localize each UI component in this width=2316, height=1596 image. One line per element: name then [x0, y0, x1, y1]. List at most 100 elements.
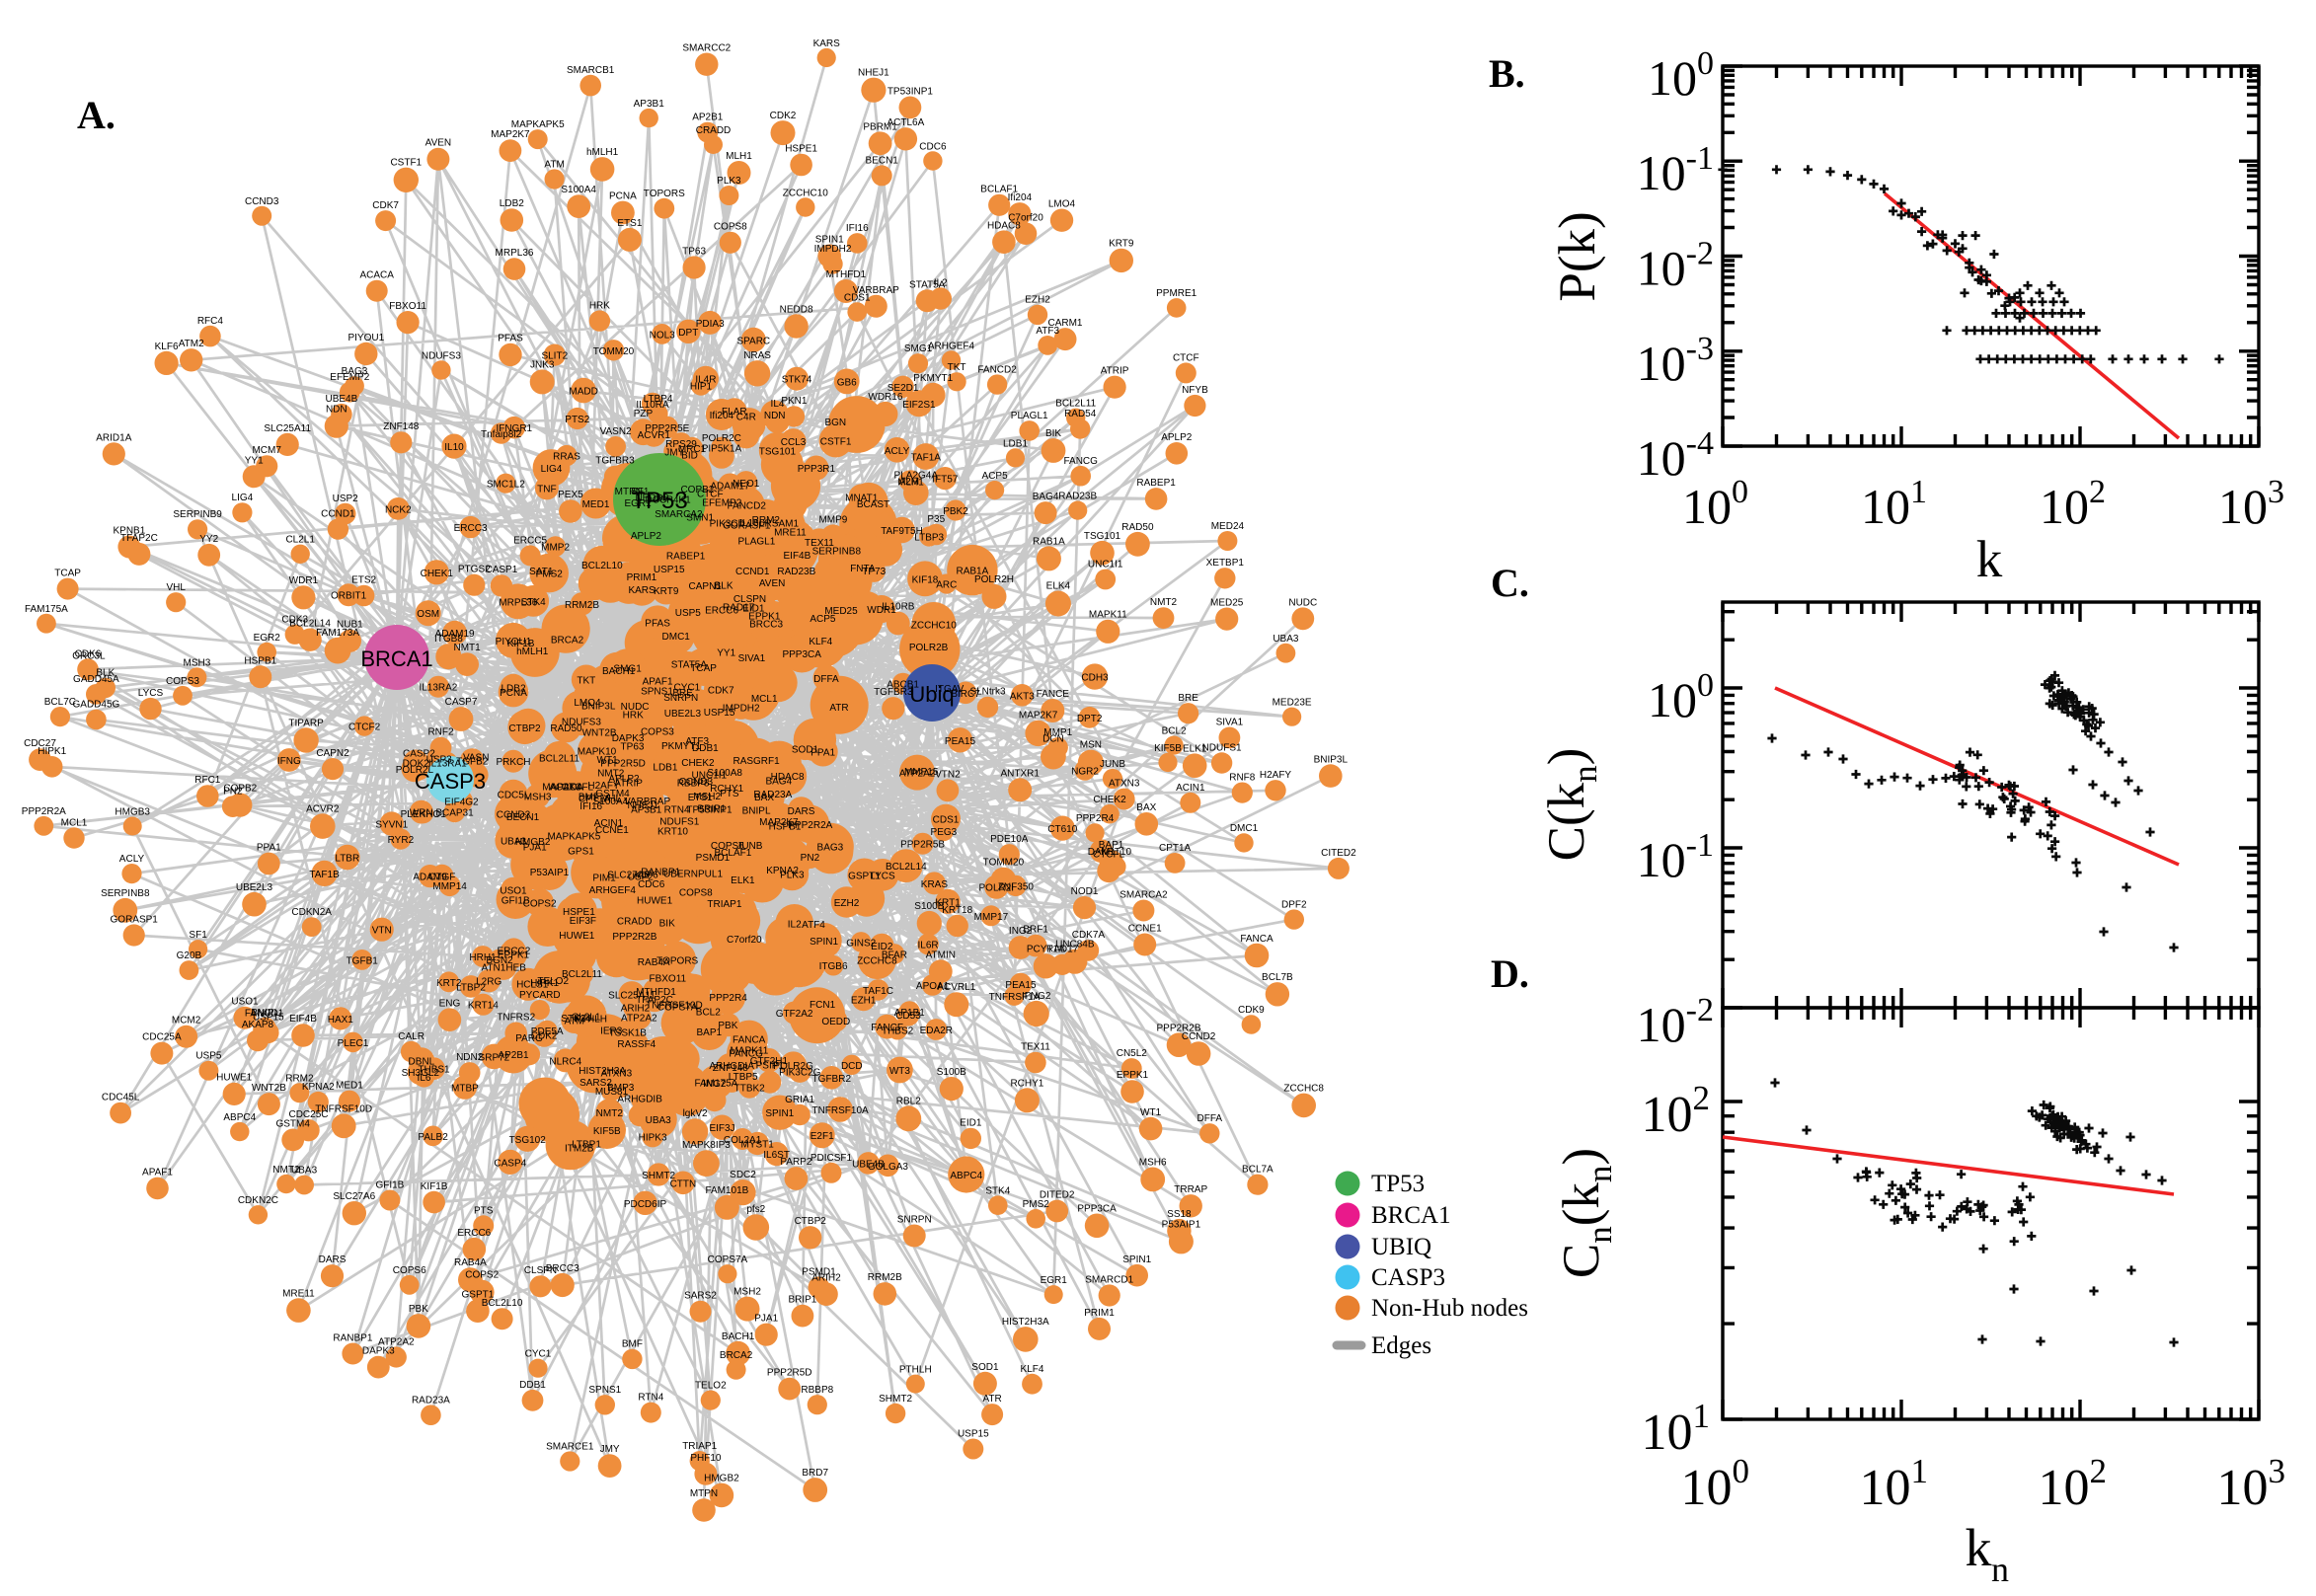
- svg-text:A.: A.: [77, 93, 116, 137]
- svg-text:BRCC3: BRCC3: [546, 1263, 579, 1274]
- svg-text:KLF4: KLF4: [809, 637, 832, 647]
- svg-text:MLH1: MLH1: [897, 477, 924, 488]
- svg-text:EIF3J: EIF3J: [709, 1123, 734, 1134]
- svg-text:MADD: MADD: [569, 387, 597, 398]
- svg-text:KRT10: KRT10: [657, 826, 688, 837]
- svg-text:BCAST: BCAST: [857, 499, 889, 510]
- svg-text:JUNB: JUNB: [736, 841, 762, 852]
- svg-text:RRAS: RRAS: [553, 452, 580, 463]
- svg-text:PKMYT1: PKMYT1: [661, 741, 701, 752]
- svg-text:UBE4B: UBE4B: [852, 1159, 885, 1170]
- svg-text:EFEMP2: EFEMP2: [330, 372, 369, 383]
- svg-text:SERPINB9: SERPINB9: [173, 509, 222, 520]
- svg-text:RRM2B: RRM2B: [565, 600, 599, 611]
- svg-text:RNF8: RNF8: [1229, 773, 1256, 784]
- svg-text:MCM2: MCM2: [172, 1016, 201, 1026]
- svg-text:MNAT1: MNAT1: [845, 494, 879, 504]
- svg-text:SPNS1: SPNS1: [641, 687, 673, 698]
- svg-text:EIF2S1: EIF2S1: [902, 400, 936, 411]
- svg-text:TOMM20: TOMM20: [983, 858, 1025, 869]
- svg-text:KRT2: KRT2: [436, 978, 462, 989]
- svg-text:NEDD8: NEDD8: [780, 304, 813, 315]
- svg-text:BID: BID: [681, 451, 698, 462]
- svg-text:C4R: C4R: [736, 413, 756, 423]
- svg-text:CITED2: CITED2: [1321, 848, 1356, 859]
- svg-text:NDUFS1: NDUFS1: [659, 817, 699, 828]
- svg-text:SERPINB8: SERPINB8: [101, 888, 150, 899]
- svg-text:MSH3: MSH3: [524, 792, 552, 802]
- svg-text:PKMYT1: PKMYT1: [913, 373, 953, 384]
- svg-text:PFAS: PFAS: [498, 334, 523, 344]
- svg-text:BGN: BGN: [824, 418, 846, 428]
- svg-text:PYCARD: PYCARD: [519, 990, 561, 1001]
- svg-text:BCL2L10: BCL2L10: [482, 1298, 523, 1309]
- svg-text:MTBP: MTBP: [451, 1084, 479, 1095]
- svg-text:RAD23B: RAD23B: [1058, 492, 1097, 502]
- svg-text:KIF1B: KIF1B: [507, 639, 535, 649]
- svg-text:SAT1: SAT1: [529, 567, 554, 577]
- svg-text:ABCB1: ABCB1: [887, 680, 919, 691]
- svg-text:CRADD: CRADD: [696, 125, 732, 136]
- svg-text:ZCCHC10: ZCCHC10: [783, 188, 829, 198]
- svg-text:ARC: ARC: [936, 580, 957, 591]
- svg-text:Edges: Edges: [1371, 1332, 1431, 1359]
- svg-text:PRIM1: PRIM1: [1084, 1308, 1115, 1319]
- svg-text:ACACA: ACACA: [359, 270, 394, 281]
- svg-text:COPS2: COPS2: [465, 1270, 499, 1281]
- svg-text:MED23E: MED23E: [1273, 698, 1312, 709]
- svg-text:PRKCH: PRKCH: [496, 757, 530, 768]
- svg-text:Tnfaip8l2: Tnfaip8l2: [481, 429, 522, 440]
- svg-text:SPIN1: SPIN1: [815, 235, 844, 246]
- svg-text:CCL3: CCL3: [781, 437, 807, 448]
- svg-text:DPT: DPT: [678, 328, 698, 339]
- svg-text:PPP2R5B: PPP2R5B: [900, 840, 945, 851]
- svg-text:DPF2: DPF2: [1281, 899, 1307, 910]
- svg-text:ERCC3: ERCC3: [454, 523, 488, 534]
- svg-text:BNIPL: BNIPL: [251, 1008, 279, 1019]
- svg-text:PJA1: PJA1: [523, 842, 547, 853]
- svg-text:EZH2: EZH2: [834, 898, 860, 909]
- svg-text:TAF1B: TAF1B: [309, 870, 340, 880]
- svg-text:PLAGL1: PLAGL1: [1011, 411, 1048, 421]
- svg-text:C(kn): C(kn): [1538, 748, 1604, 862]
- svg-text:SMARCB1: SMARCB1: [567, 65, 615, 76]
- svg-text:LTBP3: LTBP3: [914, 533, 944, 544]
- svg-text:ACVRL1: ACVRL1: [937, 982, 975, 993]
- svg-text:RAD23A: RAD23A: [412, 1395, 450, 1406]
- svg-text:TNFRSF1A: TNFRSF1A: [989, 992, 1041, 1003]
- svg-text:PDCD6IP: PDCD6IP: [624, 1199, 667, 1210]
- svg-text:BRIP1: BRIP1: [697, 803, 726, 814]
- svg-text:IL10RA: IL10RA: [636, 400, 669, 411]
- svg-text:BCL2L14: BCL2L14: [289, 618, 331, 629]
- svg-text:YY1: YY1: [717, 648, 735, 659]
- svg-text:KRT10: KRT10: [1101, 847, 1131, 858]
- svg-text:VASN: VASN: [463, 753, 490, 764]
- svg-text:BCL2L11: BCL2L11: [1055, 399, 1096, 410]
- svg-text:SHMT2: SHMT2: [642, 1171, 675, 1181]
- svg-text:PPP2R4: PPP2R4: [709, 993, 747, 1004]
- svg-text:SF1: SF1: [631, 487, 650, 497]
- svg-text:CLSPN: CLSPN: [733, 594, 766, 605]
- svg-text:PTS2: PTS2: [565, 415, 589, 425]
- svg-text:BAG3: BAG3: [817, 843, 844, 854]
- svg-text:MMP1: MMP1: [1043, 727, 1072, 738]
- svg-text:TCAP: TCAP: [690, 663, 717, 674]
- svg-text:MED1: MED1: [336, 1081, 363, 1092]
- svg-text:DBNL: DBNL: [409, 1056, 435, 1067]
- svg-text:MAP2K7: MAP2K7: [491, 129, 530, 140]
- svg-text:RBBP8: RBBP8: [677, 778, 710, 789]
- svg-text:CASP2: CASP2: [403, 748, 435, 759]
- svg-text:SMARCC2: SMARCC2: [682, 43, 731, 54]
- svg-text:DCN: DCN: [1042, 734, 1064, 745]
- svg-text:KRT1: KRT1: [935, 897, 961, 908]
- svg-text:PRIM1: PRIM1: [627, 572, 657, 583]
- svg-text:LTBP4: LTBP4: [644, 394, 673, 405]
- svg-text:BNIPL: BNIPL: [742, 806, 771, 817]
- svg-text:ITGB6: ITGB6: [819, 961, 848, 972]
- svg-text:CLSPN: CLSPN: [524, 1265, 557, 1276]
- svg-text:SPIN1: SPIN1: [765, 1108, 794, 1119]
- svg-text:CTTN: CTTN: [670, 1178, 697, 1189]
- svg-text:CSTF1: CSTF1: [820, 436, 852, 447]
- svg-text:PKN1: PKN1: [781, 396, 808, 407]
- svg-text:RTN4: RTN4: [664, 805, 690, 816]
